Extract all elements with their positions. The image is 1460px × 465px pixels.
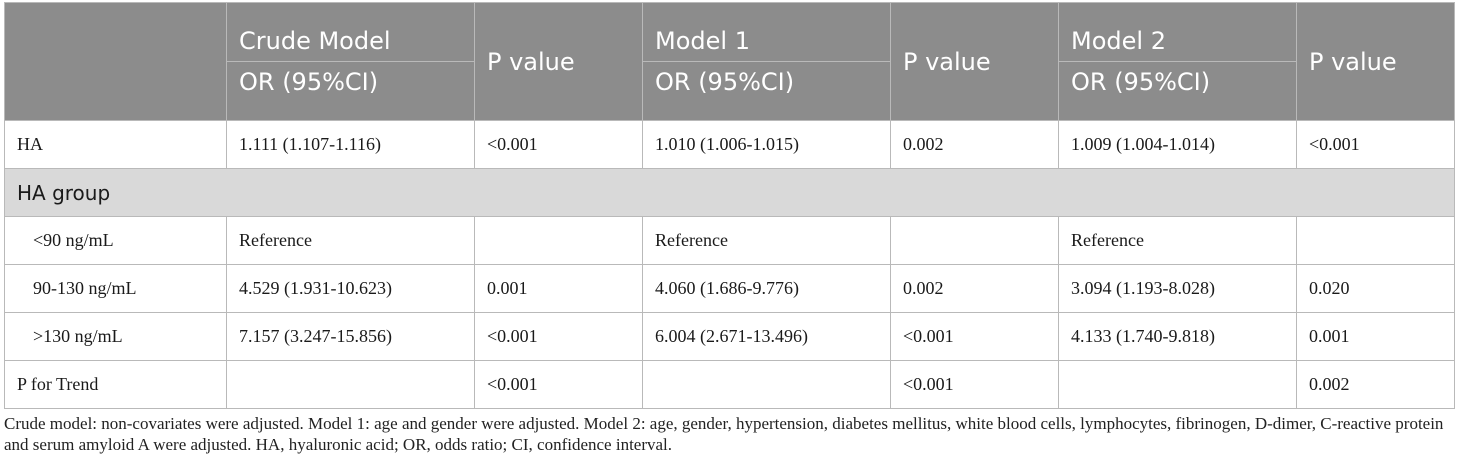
header-model1-or: OR (95%CI) — [642, 61, 891, 121]
table-row-lt90: <90 ng/mL Reference Reference Reference — [4, 216, 1455, 265]
table-footnote: Crude model: non-covariates were adjuste… — [4, 414, 1444, 454]
header-model2-or: OR (95%CI) — [1058, 61, 1297, 121]
row-label: >130 ng/mL — [4, 312, 227, 361]
crude-or-cell — [226, 360, 475, 409]
crude-p-cell: <0.001 — [474, 312, 643, 361]
header-model1: Model 1 — [642, 2, 891, 62]
model1-p-cell — [890, 216, 1059, 265]
row-label: P for Trend — [4, 360, 227, 409]
crude-p-cell — [474, 216, 643, 265]
model1-or-cell: 1.010 (1.006-1.015) — [642, 120, 891, 169]
model1-or-cell: 6.004 (2.671-13.496) — [642, 312, 891, 361]
crude-or-cell: 4.529 (1.931-10.623) — [226, 264, 475, 313]
crude-or-cell: 1.111 (1.107-1.116) — [226, 120, 475, 169]
model2-p-cell: 0.001 — [1296, 312, 1455, 361]
table-row-90-130: 90-130 ng/mL 4.529 (1.931-10.623) 0.001 … — [4, 264, 1455, 313]
model1-p-cell: <0.001 — [890, 312, 1059, 361]
header-crude-or: OR (95%CI) — [226, 61, 475, 121]
odds-ratio-table: Crude Model P value Model 1 P value Mode… — [4, 2, 1455, 409]
model2-p-cell: <0.001 — [1296, 120, 1455, 169]
model2-or-cell: Reference — [1058, 216, 1297, 265]
header-row-1: Crude Model P value Model 1 P value Mode… — [4, 2, 1455, 121]
header-row-2: OR (95%CI) OR (95%CI) OR (95%CI) — [5, 61, 1455, 121]
table-row-ha: HA 1.111 (1.107-1.116) <0.001 1.010 (1.0… — [4, 120, 1455, 169]
header-model2: Model 2 — [1058, 2, 1297, 62]
header-model2-p-value: P value — [1296, 2, 1455, 121]
results-table-container: Crude Model P value Model 1 P value Mode… — [4, 2, 1455, 455]
model1-p-cell: <0.001 — [890, 360, 1059, 409]
crude-or-cell: Reference — [226, 216, 475, 265]
model1-p-cell: 0.002 — [890, 264, 1059, 313]
row-label: 90-130 ng/mL — [4, 264, 227, 313]
header-crude-p-value: P value — [474, 2, 643, 121]
header-empty-cell — [4, 2, 227, 121]
table-row-p-trend: P for Trend <0.001 <0.001 0.002 — [4, 360, 1455, 409]
model2-p-cell: 0.002 — [1296, 360, 1455, 409]
row-label: <90 ng/mL — [4, 216, 227, 265]
model2-or-cell — [1058, 360, 1297, 409]
model2-p-cell: 0.020 — [1296, 264, 1455, 313]
crude-or-cell: 7.157 (3.247-15.856) — [226, 312, 475, 361]
row-label: HA — [4, 120, 227, 169]
crude-p-cell: <0.001 — [474, 120, 643, 169]
model1-p-cell: 0.002 — [890, 120, 1059, 169]
model2-or-cell: 4.133 (1.740-9.818) — [1058, 312, 1297, 361]
header-crude-model: Crude Model — [226, 2, 475, 62]
group-label: HA group — [4, 168, 1455, 217]
model2-or-cell: 3.094 (1.193-8.028) — [1058, 264, 1297, 313]
header-model1-p-value: P value — [890, 2, 1059, 121]
crude-p-cell: 0.001 — [474, 264, 643, 313]
model2-or-cell: 1.009 (1.004-1.014) — [1058, 120, 1297, 169]
model1-or-cell — [642, 360, 891, 409]
model1-or-cell: 4.060 (1.686-9.776) — [642, 264, 891, 313]
table-row-gt130: >130 ng/mL 7.157 (3.247-15.856) <0.001 6… — [4, 312, 1455, 361]
table-row-ha-group: HA group — [4, 168, 1455, 217]
model1-or-cell: Reference — [642, 216, 891, 265]
model2-p-cell — [1296, 216, 1455, 265]
crude-p-cell: <0.001 — [474, 360, 643, 409]
